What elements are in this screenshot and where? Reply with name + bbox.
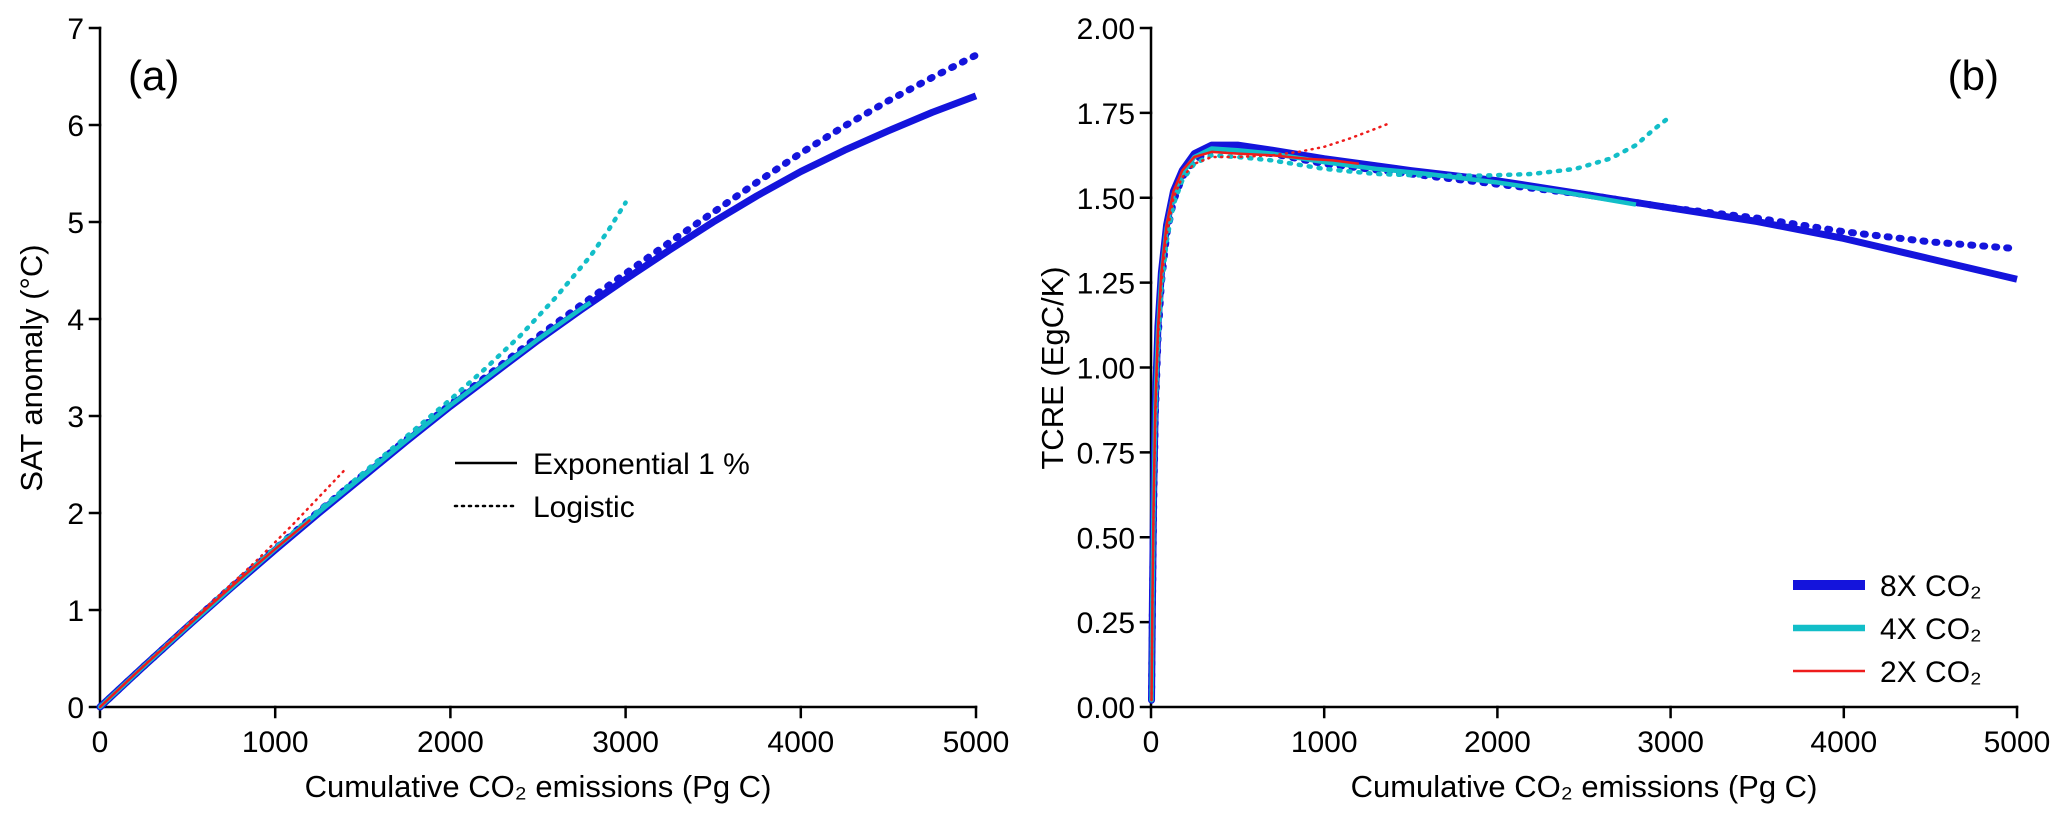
x-tick-label: 4000 xyxy=(1810,726,1877,759)
panel-b-label: (b) xyxy=(1948,52,1999,99)
legend-label: 4X CO₂ xyxy=(1880,613,1982,646)
panel-b-y-axis-label: TCRE (EgC/K) xyxy=(1035,266,1070,469)
panel-a-label: (a) xyxy=(128,52,179,99)
y-tick-label: 1.00 xyxy=(1077,353,1135,386)
legend-label: 8X CO₂ xyxy=(1880,570,1982,603)
y-tick-label: 0.50 xyxy=(1077,522,1135,555)
series-2x-co2-logistic-tcre xyxy=(1150,121,1392,702)
y-tick-label: 0.75 xyxy=(1077,437,1135,470)
y-tick-label: 0.00 xyxy=(1077,692,1135,725)
y-tick-label: 7 xyxy=(67,13,84,46)
y-tick-label: 6 xyxy=(67,110,84,143)
y-tick-label: 2.00 xyxy=(1077,13,1135,46)
panel-a-x-axis-label: Cumulative CO₂ emissions (Pg C) xyxy=(305,769,772,804)
y-tick-label: 1 xyxy=(67,595,84,628)
panel-b-x-axis-label: Cumulative CO₂ emissions (Pg C) xyxy=(1351,769,1818,804)
x-tick-label: 5000 xyxy=(1984,726,2051,759)
y-tick-label: 2 xyxy=(67,498,84,531)
x-tick-label: 4000 xyxy=(767,726,834,759)
x-tick-label: 1000 xyxy=(242,726,309,759)
y-tick-label: 0 xyxy=(67,692,84,725)
x-tick-label: 2000 xyxy=(1464,726,1531,759)
series-4x-co2-logistic-tcre xyxy=(1149,114,1673,703)
y-tick-label: 1.50 xyxy=(1077,183,1135,216)
series-2x-co2-logistic xyxy=(98,468,347,709)
chart-a-axes: 0 1000 2000 3000 4000 5000 0 1 2 3 4 5 6 7 Exponential… xyxy=(67,13,1009,759)
chart-b-axes: 0 1000 2000 3000 4000 5000 0.00 0.25 0.50 0.75 1.0… xyxy=(1077,13,2051,759)
chart-a-svg: 0 1000 2000 3000 4000 5000 0 1 2 3 4 5 6 7 Exponential… xyxy=(0,0,1033,822)
series-2x-co2-exponential-tcre xyxy=(1150,150,1360,701)
x-tick-label: 1000 xyxy=(1291,726,1358,759)
x-tick-label: 5000 xyxy=(943,726,1010,759)
legend-label: Exponential 1 % xyxy=(533,448,750,481)
series-4x-co2-exponential xyxy=(98,300,592,709)
chart-b-svg: 0 1000 2000 3000 4000 5000 0.00 0.25 0.50 0.75 1.0… xyxy=(1033,0,2066,822)
y-tick-label: 5 xyxy=(67,207,84,240)
x-tick-label: 2000 xyxy=(417,726,484,759)
panel-b: 0 1000 2000 3000 4000 5000 0.00 0.25 0.50 0.75 1.0… xyxy=(1033,0,2066,822)
legend-label: 2X CO₂ xyxy=(1880,656,1982,689)
legend-label: Logistic xyxy=(533,491,635,524)
panel-a-y-axis-label: SAT anomaly (°C) xyxy=(14,244,49,491)
y-tick-label: 1.75 xyxy=(1077,98,1135,131)
series-2x-co2-exponential xyxy=(99,518,312,708)
y-tick-label: 3 xyxy=(67,401,84,434)
x-tick-label: 0 xyxy=(1143,726,1160,759)
x-tick-label: 0 xyxy=(92,726,109,759)
y-tick-label: 1.25 xyxy=(1077,268,1135,301)
series-4x-co2-exponential-tcre xyxy=(1149,146,1637,701)
series-8x-co2-exponential xyxy=(97,92,978,710)
y-tick-label: 0.25 xyxy=(1077,607,1135,640)
panel-a: 0 1000 2000 3000 4000 5000 0 1 2 3 4 5 6 7 Exponential… xyxy=(0,0,1033,822)
x-tick-label: 3000 xyxy=(592,726,659,759)
y-tick-label: 4 xyxy=(67,304,84,337)
x-tick-label: 3000 xyxy=(1637,726,1704,759)
